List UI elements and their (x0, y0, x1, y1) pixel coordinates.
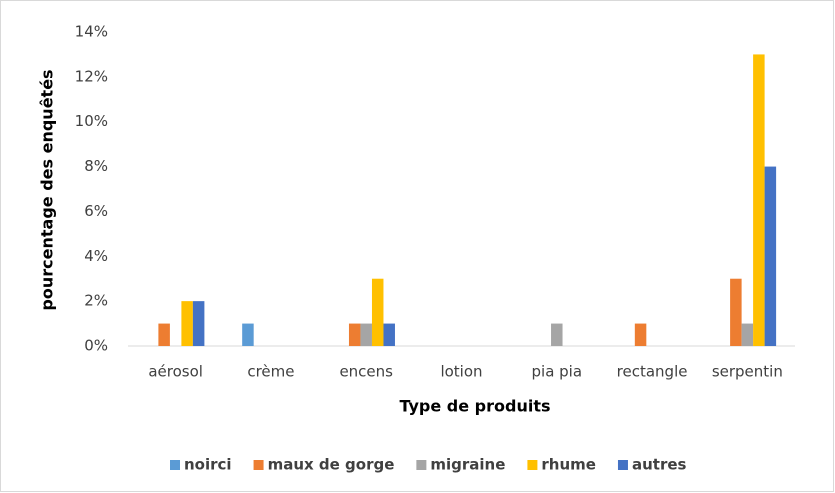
legend-swatch (170, 460, 180, 470)
bar (634, 323, 647, 346)
bar (741, 323, 754, 346)
x-axis-title: Type de produits (399, 397, 550, 416)
x-tick-label: lotion (440, 363, 482, 381)
x-tick-label: encens (339, 363, 393, 381)
y-tick-label: 6% (84, 202, 108, 220)
legend-label: noirci (184, 456, 232, 474)
legend-label: maux de gorge (268, 456, 395, 474)
bar (158, 323, 170, 346)
bar (753, 54, 765, 347)
y-tick-label: 0% (84, 337, 108, 355)
legend-swatch (527, 460, 538, 470)
y-tick-label: 12% (75, 67, 108, 85)
bar (348, 323, 361, 346)
y-tick-label: 14% (75, 23, 108, 41)
y-tick-label: 4% (84, 247, 108, 265)
y-tick-label: 2% (84, 292, 108, 310)
bar (242, 323, 254, 346)
bar (730, 278, 742, 346)
x-tick-label: aérosol (148, 363, 203, 381)
x-tick-label: rectangle (617, 363, 688, 381)
x-tick-label: pia pia (532, 363, 583, 381)
legend-label: rhume (541, 456, 596, 474)
legend-swatch (253, 460, 264, 470)
bar (551, 323, 563, 346)
legend-swatch (617, 460, 628, 470)
legend-swatch (416, 460, 427, 470)
bar (383, 323, 395, 346)
bar (371, 278, 384, 346)
legend-label: migraine (430, 456, 505, 474)
y-tick-label: 10% (75, 112, 108, 130)
x-tick-label: serpentin (712, 363, 783, 381)
x-tick-label: crème (247, 363, 294, 381)
legend-label: autres (632, 456, 687, 474)
y-tick-label: 8% (84, 157, 108, 175)
bar (192, 301, 205, 346)
bar (360, 323, 372, 346)
bar (181, 301, 193, 346)
y-axis-title: pourcentage des enquêtés (38, 69, 57, 310)
bar (764, 166, 777, 346)
